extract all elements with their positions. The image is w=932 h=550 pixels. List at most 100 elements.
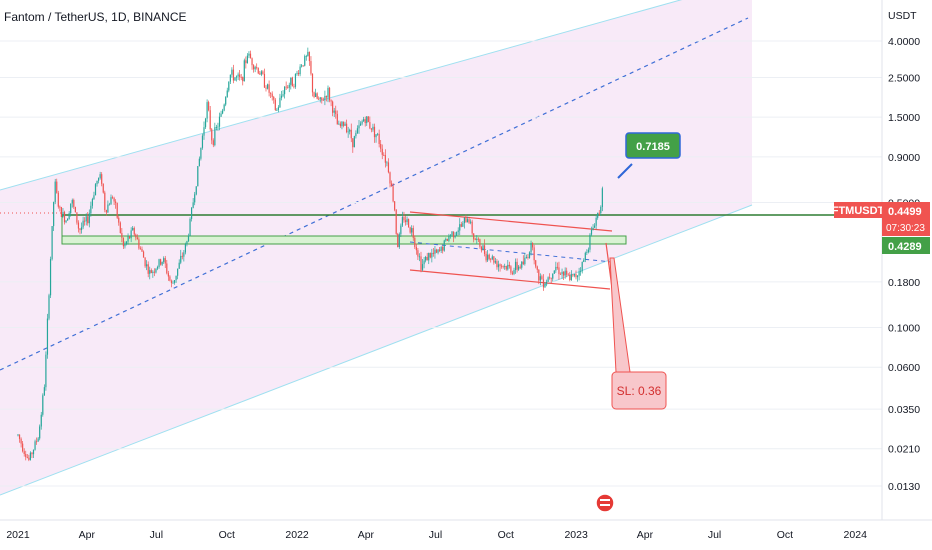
x-tick-label: 2021 <box>6 529 30 541</box>
candle-body <box>156 267 159 269</box>
candle-body <box>153 271 155 273</box>
candle-body <box>136 237 138 240</box>
x-tick-label: Jul <box>150 529 163 541</box>
candle-body <box>167 273 169 277</box>
candle-body <box>23 451 25 454</box>
support-zone <box>61 235 627 245</box>
candle-body <box>510 266 512 273</box>
candle-body <box>570 274 572 281</box>
candle-body <box>150 270 152 274</box>
candle-body <box>330 100 332 102</box>
candle-body <box>421 264 424 270</box>
candle-body <box>468 219 470 223</box>
candle-body <box>76 212 78 223</box>
candle-body <box>155 268 157 273</box>
candle-body <box>431 252 433 258</box>
candle-body <box>563 271 565 276</box>
candle-body <box>369 122 371 129</box>
candle-body <box>288 84 290 88</box>
candle-body <box>49 259 52 296</box>
candle-body <box>404 220 407 223</box>
candle-body <box>46 318 49 355</box>
candle-body <box>425 256 427 261</box>
candle-body <box>170 280 173 284</box>
candle-body <box>339 123 341 127</box>
candle-body <box>491 256 493 260</box>
candle-body <box>532 242 534 248</box>
candle-body <box>408 219 410 228</box>
candle-body <box>590 229 593 235</box>
candle-body <box>211 129 213 141</box>
candle-body <box>43 387 45 396</box>
candle-body <box>349 129 351 132</box>
candle-body <box>328 87 331 101</box>
candle-body <box>178 262 180 269</box>
x-tick-label: Oct <box>777 529 793 541</box>
candle-body <box>17 434 19 436</box>
candle-body <box>341 121 343 127</box>
candle-body <box>208 102 210 111</box>
candle-body <box>511 272 514 274</box>
candle-body <box>358 125 360 129</box>
candle-body <box>373 126 376 138</box>
y-tick-label: 0.1000 <box>888 323 920 335</box>
candle-body <box>256 67 258 68</box>
x-tick-label: 2022 <box>285 529 309 541</box>
candle-body <box>110 197 112 205</box>
candle-body <box>556 266 558 268</box>
candle-body <box>581 261 583 272</box>
candle-body <box>353 136 355 148</box>
candle-body <box>395 209 397 234</box>
candle-body <box>297 72 300 75</box>
candle-body <box>533 247 535 261</box>
candle-body <box>163 258 165 262</box>
x-tick-label: Apr <box>637 529 654 541</box>
candle-body <box>212 140 214 146</box>
candle-body <box>359 123 362 126</box>
candle-body <box>160 259 162 265</box>
support-price-label: 0.4289 <box>888 241 922 253</box>
candle-body <box>51 226 53 260</box>
y-tick-label: 0.0350 <box>888 404 920 416</box>
candle-body <box>284 86 286 95</box>
y-tick-label: 1.5000 <box>888 112 920 124</box>
candle-body <box>93 195 95 200</box>
candle-body <box>338 123 340 125</box>
candle-body <box>550 277 552 279</box>
y-tick-label: 0.0130 <box>888 481 920 493</box>
candle-body <box>527 257 529 258</box>
candle-body <box>294 73 297 87</box>
candle-body <box>482 245 484 251</box>
channel-upper-line <box>0 0 683 191</box>
candle-body <box>559 274 562 275</box>
candle-body <box>220 113 222 117</box>
candle-body <box>380 143 382 149</box>
candle-body <box>70 203 72 214</box>
candle-body <box>573 274 576 276</box>
candle-body <box>465 217 467 223</box>
last-price-label: 0.4499 <box>888 206 922 218</box>
candle-body <box>121 233 123 238</box>
candle-body <box>521 261 523 268</box>
candle-body <box>260 71 262 75</box>
candle-body <box>592 227 594 230</box>
channel-lower-line <box>0 204 753 496</box>
candle-body <box>107 204 109 213</box>
candle-body <box>142 251 145 258</box>
wedge-lower-line <box>409 269 611 290</box>
candle-body <box>411 228 413 233</box>
candle-body <box>293 86 295 88</box>
candle-body <box>535 260 537 267</box>
candle-body <box>177 268 179 276</box>
candle-body <box>505 266 507 270</box>
candle-body <box>146 264 148 267</box>
candle-body <box>400 225 402 235</box>
candle-body <box>387 162 390 173</box>
candle-body <box>133 227 135 235</box>
candle-body <box>479 239 481 247</box>
candle-body <box>302 65 304 67</box>
candle-body <box>364 119 366 124</box>
candle-body <box>440 247 442 251</box>
candle-body <box>418 256 421 258</box>
